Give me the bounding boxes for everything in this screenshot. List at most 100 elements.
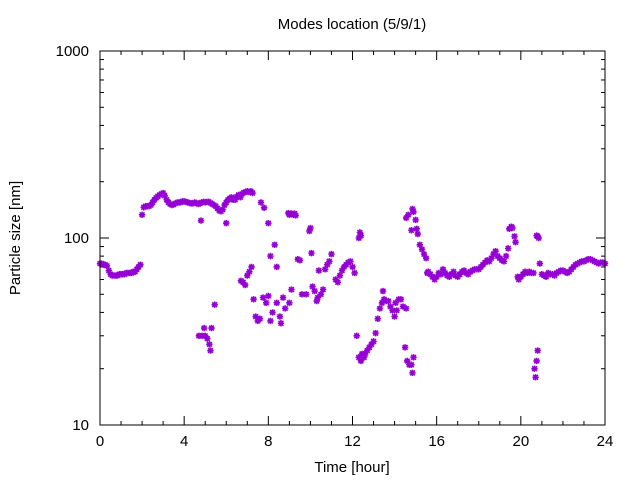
data-point (328, 250, 335, 258)
data-point (357, 357, 365, 365)
data-point (249, 189, 256, 197)
data-point (405, 211, 412, 219)
data-point (273, 263, 280, 271)
data-point (532, 374, 539, 381)
data-point (374, 315, 381, 322)
data-point (219, 206, 226, 213)
data-point (414, 230, 421, 238)
plot-frame (99, 50, 606, 426)
data-point (336, 272, 344, 279)
data-point (271, 241, 278, 248)
x-tick-label: 20 (512, 433, 529, 450)
data-point (364, 347, 371, 354)
data-point (317, 291, 325, 298)
data-point (509, 224, 516, 232)
y-tick-label: 10 (72, 417, 89, 434)
data-point (413, 225, 420, 232)
data-point (511, 233, 518, 240)
data-point (138, 211, 146, 219)
data-point (488, 254, 495, 262)
data-point (378, 299, 386, 307)
data-point (273, 299, 280, 307)
data-point (397, 296, 405, 303)
data-point (279, 294, 287, 301)
data-point (347, 258, 354, 265)
data-point (252, 313, 259, 320)
axis-tick-labels: 0 4 8 12 16 20 24 10 100 1000 (56, 43, 614, 450)
data-point (531, 365, 538, 372)
data-point (409, 205, 416, 213)
data-point (306, 227, 313, 235)
data-point (267, 252, 274, 260)
data-point (105, 267, 113, 274)
data-point (387, 303, 394, 310)
chart-title: Modes location (5/9/1) (278, 16, 426, 33)
data-point (505, 245, 512, 252)
data-point (311, 287, 318, 295)
data-point (237, 194, 244, 201)
data-point (542, 273, 550, 281)
data-point (159, 189, 167, 197)
data-point (263, 299, 270, 307)
data-point (535, 234, 542, 242)
data-point (204, 335, 211, 342)
data-point (309, 283, 316, 290)
data-point (260, 204, 268, 212)
data-point (259, 294, 267, 301)
data-point (250, 296, 257, 303)
data-point (286, 299, 293, 307)
data-point (379, 287, 387, 295)
data-point (239, 279, 247, 286)
y-tick-label: 100 (64, 230, 89, 247)
data-point (248, 263, 255, 271)
data-point (211, 301, 218, 308)
data-point (332, 276, 339, 283)
data-point (490, 250, 497, 258)
data-point (530, 269, 537, 277)
data-point (288, 286, 295, 293)
data-point (416, 241, 424, 248)
data-point (256, 315, 264, 322)
data-point (534, 347, 541, 354)
data-point (401, 344, 409, 351)
data-point (366, 344, 373, 351)
data-point (512, 238, 519, 246)
x-tick-label: 12 (344, 433, 361, 450)
data-point (294, 256, 301, 263)
data-point (500, 258, 508, 265)
data-point (319, 286, 327, 293)
data-point (197, 217, 205, 224)
data-point (492, 247, 499, 255)
data-point (393, 307, 400, 314)
data-point (486, 258, 493, 265)
data-point (437, 271, 445, 278)
data-point (385, 297, 392, 305)
data-point (410, 354, 417, 361)
data-point (314, 294, 321, 301)
data-point (324, 261, 331, 268)
data-point (357, 232, 365, 239)
data-point (391, 313, 398, 320)
data-point (392, 299, 399, 307)
data-points (96, 187, 609, 381)
data-point (223, 219, 230, 227)
data-point (292, 212, 299, 219)
data-point (360, 354, 368, 361)
data-point (361, 350, 369, 358)
data-point (439, 266, 447, 273)
data-point (303, 291, 310, 298)
data-point (208, 324, 215, 332)
data-point (202, 332, 209, 339)
data-point (298, 291, 306, 298)
data-point (315, 267, 323, 274)
data-point (137, 261, 144, 268)
data-point (349, 263, 356, 271)
data-point (277, 320, 285, 327)
axis-ticks (99, 50, 606, 426)
data-point (161, 192, 169, 200)
data-point (353, 332, 360, 339)
data-point (370, 338, 377, 345)
data-point (265, 219, 272, 227)
data-point (321, 266, 329, 273)
